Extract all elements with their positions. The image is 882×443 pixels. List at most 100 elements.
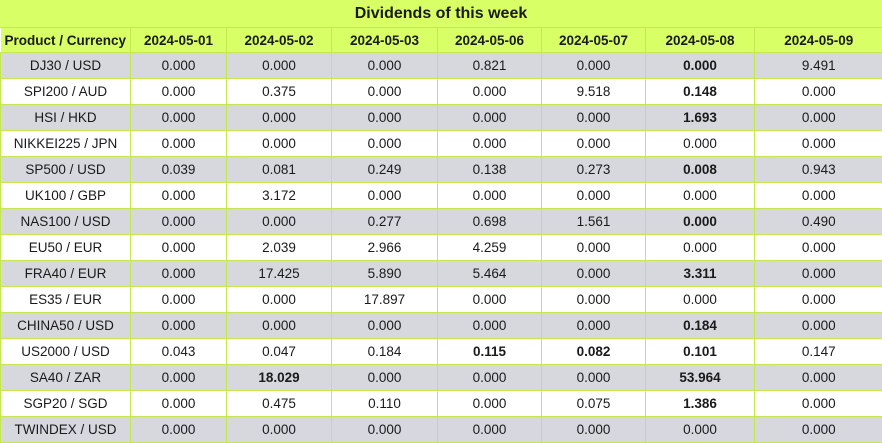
- product-currency-cell: SGP20 / SGD: [0, 390, 131, 417]
- dividend-value-cell: 0.000: [645, 182, 755, 209]
- dividend-value-cell: 5.464: [437, 260, 542, 287]
- dividend-value-cell: 0.000: [331, 130, 438, 157]
- dividend-value-cell: 0.147: [754, 338, 882, 365]
- dividend-value-cell: 0.000: [130, 390, 227, 417]
- dividend-value-cell: 0.475: [226, 390, 332, 417]
- header-date: 2024-05-08: [645, 28, 755, 53]
- dividend-value-cell: 0.000: [645, 416, 755, 443]
- dividend-value-cell: 0.000: [541, 104, 646, 131]
- table-title: Dividends of this week: [0, 0, 882, 28]
- dividend-value-cell: 0.000: [754, 416, 882, 443]
- dividend-value-cell: 0.000: [541, 416, 646, 443]
- table-row: SP500 / USD 0.039 0.081 0.249 0.138 0.273 0.00…: [0, 156, 882, 183]
- dividend-value-cell: 0.000: [130, 130, 227, 157]
- dividend-value-cell: 0.000: [541, 312, 646, 339]
- dividend-value-cell: 9.518: [541, 78, 646, 105]
- table-row: CHINA50 / USD 0.000 0.000 0.000 0.000 0.000 0.…: [0, 312, 882, 339]
- header-row: Product / Currency 2024-05-01 2024-05-02…: [0, 28, 882, 53]
- table-row: NIKKEI225 / JPN 0.000 0.000 0.000 0.000 0.000…: [0, 130, 882, 157]
- dividend-value-cell: 0.000: [226, 52, 332, 79]
- header-date: 2024-05-02: [226, 28, 332, 53]
- dividend-value-cell: 0.000: [754, 130, 882, 157]
- dividend-value-cell: 5.890: [331, 260, 438, 287]
- dividend-value-cell: 0.115: [437, 338, 542, 365]
- dividend-value-cell: 2.039: [226, 234, 332, 261]
- product-currency-cell: DJ30 / USD: [0, 52, 131, 79]
- dividend-value-cell: 0.375: [226, 78, 332, 105]
- dividend-value-cell: 18.029: [226, 364, 332, 391]
- table-row: SGP20 / SGD 0.000 0.475 0.110 0.000 0.075 1.38…: [0, 390, 882, 417]
- dividend-value-cell: 0.000: [645, 234, 755, 261]
- table-row: US2000 / USD 0.043 0.047 0.184 0.115 0.082 0.1…: [0, 338, 882, 365]
- dividend-value-cell: 0.273: [541, 156, 646, 183]
- dividend-value-cell: 0.000: [331, 78, 438, 105]
- dividend-value-cell: 0.075: [541, 390, 646, 417]
- dividend-value-cell: 0.943: [754, 156, 882, 183]
- dividend-value-cell: 0.000: [331, 182, 438, 209]
- dividend-value-cell: 0.000: [437, 416, 542, 443]
- dividend-value-cell: 0.000: [754, 390, 882, 417]
- table-body: DJ30 / USD 0.000 0.000 0.000 0.821 0.000 0.000…: [0, 52, 882, 443]
- dividend-value-cell: 0.000: [754, 104, 882, 131]
- dividend-value-cell: 0.000: [226, 104, 332, 131]
- dividend-value-cell: 0.000: [226, 416, 332, 443]
- product-currency-cell: CHINA50 / USD: [0, 312, 131, 339]
- dividend-value-cell: 0.000: [130, 364, 227, 391]
- table-row: NAS100 / USD 0.000 0.000 0.277 0.698 1.561 0.0…: [0, 208, 882, 235]
- dividend-value-cell: 0.490: [754, 208, 882, 235]
- dividend-value-cell: 1.561: [541, 208, 646, 235]
- dividend-value-cell: 0.000: [437, 78, 542, 105]
- product-currency-cell: NIKKEI225 / JPN: [0, 130, 131, 157]
- dividend-value-cell: 0.000: [754, 182, 882, 209]
- dividend-value-cell: 0.081: [226, 156, 332, 183]
- dividend-value-cell: 0.082: [541, 338, 646, 365]
- product-currency-cell: US2000 / USD: [0, 338, 131, 365]
- dividend-value-cell: 0.000: [130, 182, 227, 209]
- dividend-value-cell: 0.000: [130, 286, 227, 313]
- dividend-value-cell: 3.311: [645, 260, 755, 287]
- dividend-value-cell: 0.000: [437, 286, 542, 313]
- dividend-value-cell: 0.000: [754, 364, 882, 391]
- dividend-value-cell: 2.966: [331, 234, 438, 261]
- dividend-value-cell: 53.964: [645, 364, 755, 391]
- dividend-value-cell: 0.000: [541, 364, 646, 391]
- dividend-value-cell: 0.000: [331, 364, 438, 391]
- dividend-value-cell: 0.000: [645, 52, 755, 79]
- product-currency-cell: SA40 / ZAR: [0, 364, 131, 391]
- dividend-value-cell: 0.000: [130, 208, 227, 235]
- table-row: TWINDEX / USD 0.000 0.000 0.000 0.000 0.000 0.…: [0, 416, 882, 443]
- dividend-value-cell: 0.000: [130, 312, 227, 339]
- table-row: DJ30 / USD 0.000 0.000 0.000 0.821 0.000 0.000…: [0, 52, 882, 79]
- dividend-value-cell: 17.897: [331, 286, 438, 313]
- table-row: SA40 / ZAR 0.000 18.029 0.000 0.000 0.000 53.9…: [0, 364, 882, 391]
- dividend-value-cell: 0.000: [541, 182, 646, 209]
- dividend-value-cell: 0.000: [437, 364, 542, 391]
- header-product-currency: Product / Currency: [0, 28, 131, 53]
- table-row: ES35 / EUR 0.000 0.000 17.897 0.000 0.000 0.00…: [0, 286, 882, 313]
- table-row: FRA40 / EUR 0.000 17.425 5.890 5.464 0.000 3.3…: [0, 260, 882, 287]
- dividend-value-cell: 4.259: [437, 234, 542, 261]
- dividend-value-cell: 0.000: [437, 312, 542, 339]
- dividend-value-cell: 0.184: [645, 312, 755, 339]
- dividend-value-cell: 0.008: [645, 156, 755, 183]
- dividend-value-cell: 0.000: [645, 130, 755, 157]
- dividend-value-cell: 0.821: [437, 52, 542, 79]
- product-currency-cell: UK100 / GBP: [0, 182, 131, 209]
- dividend-value-cell: 0.000: [754, 234, 882, 261]
- table-row: EU50 / EUR 0.000 2.039 2.966 4.259 0.000 0.000…: [0, 234, 882, 261]
- dividend-value-cell: 0.000: [437, 182, 542, 209]
- product-currency-cell: SPI200 / AUD: [0, 78, 131, 105]
- dividend-value-cell: 0.000: [130, 104, 227, 131]
- dividend-value-cell: 1.693: [645, 104, 755, 131]
- product-currency-cell: TWINDEX / USD: [0, 416, 131, 443]
- dividend-value-cell: 0.000: [645, 286, 755, 313]
- product-currency-cell: HSI / HKD: [0, 104, 131, 131]
- dividend-value-cell: 0.000: [130, 234, 227, 261]
- dividend-value-cell: 0.000: [754, 312, 882, 339]
- dividend-value-cell: 0.000: [437, 390, 542, 417]
- dividend-value-cell: 0.101: [645, 338, 755, 365]
- dividend-value-cell: 0.000: [754, 260, 882, 287]
- dividend-value-cell: 0.000: [331, 312, 438, 339]
- dividend-value-cell: 0.148: [645, 78, 755, 105]
